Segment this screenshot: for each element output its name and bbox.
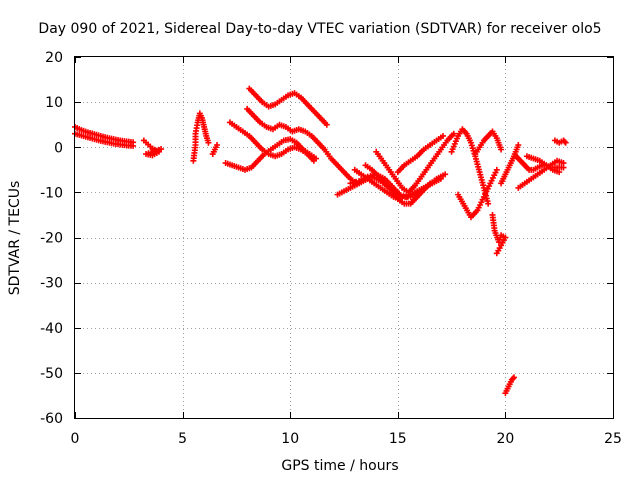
x-tick-label: 20 xyxy=(496,431,514,447)
x-tick-label: 10 xyxy=(281,431,299,447)
grid-lines xyxy=(75,57,613,418)
data-point xyxy=(509,375,516,382)
tick-labels: 0 5 10 15 20 25 -60 -50 -40 -30 -20 -10 0 10 20 xyxy=(40,50,622,447)
x-tick-label: 15 xyxy=(389,431,407,447)
data-point xyxy=(214,141,221,148)
y-tick-label: -50 xyxy=(40,366,63,382)
data-point xyxy=(130,142,137,149)
chart-title: Day 090 of 2021, Sidereal Day-to-day VTE… xyxy=(38,21,601,37)
x-tick-label: 25 xyxy=(604,431,622,447)
data-point xyxy=(493,166,500,173)
x-tick-label: 5 xyxy=(178,431,187,447)
y-tick-label: -10 xyxy=(40,185,63,201)
data-point xyxy=(205,139,212,146)
y-tick-label: 10 xyxy=(45,95,63,111)
data-point xyxy=(511,374,518,381)
y-tick-label: 0 xyxy=(54,140,63,156)
y-tick-label: -30 xyxy=(40,276,63,292)
data-points xyxy=(72,85,569,397)
data-point xyxy=(450,130,457,137)
data-point xyxy=(561,138,568,145)
data-point xyxy=(427,180,434,187)
data-point xyxy=(485,200,492,207)
data-point xyxy=(442,171,449,178)
y-tick-label: -60 xyxy=(40,411,63,427)
y-tick-label: -20 xyxy=(40,231,63,247)
data-point xyxy=(493,250,500,257)
y-tick-label: -40 xyxy=(40,321,63,337)
axis-ticks xyxy=(75,57,614,419)
data-point xyxy=(498,146,505,153)
y-tick-label: 20 xyxy=(45,50,63,66)
data-point xyxy=(310,157,317,164)
data-point xyxy=(439,132,446,139)
data-point xyxy=(396,196,403,203)
data-point xyxy=(155,148,162,155)
data-point xyxy=(515,141,522,148)
data-point xyxy=(560,160,567,167)
y-axis-label: SDTVAR / TECUs xyxy=(7,181,23,296)
x-tick-label: 0 xyxy=(71,431,80,447)
data-point xyxy=(323,121,330,128)
data-point xyxy=(556,169,563,176)
x-axis-label: GPS time / hours xyxy=(281,458,398,474)
data-point xyxy=(562,139,569,146)
plot-frame xyxy=(74,56,614,419)
